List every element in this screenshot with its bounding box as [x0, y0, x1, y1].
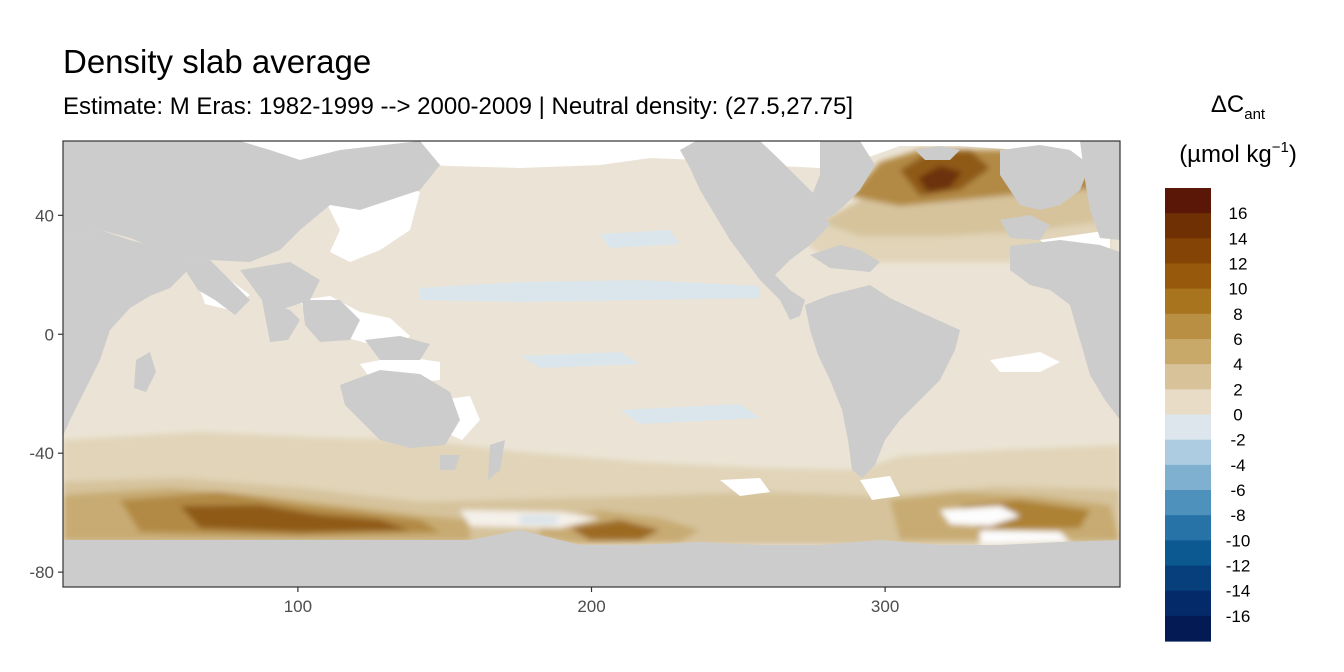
legend-swatch — [1165, 490, 1211, 516]
negative-anomaly-patches — [420, 230, 760, 424]
legend-label: -8 — [1230, 506, 1245, 525]
chart-title: Density slab average — [63, 43, 372, 80]
legend-swatch — [1165, 238, 1211, 265]
legend-swatch — [1165, 313, 1211, 340]
legend-label: -4 — [1230, 456, 1245, 475]
legend-colorbar — [1165, 188, 1211, 642]
y-tick-label: 40 — [35, 206, 54, 225]
map-panel — [63, 141, 1120, 587]
legend-label: 10 — [1229, 280, 1248, 299]
legend-swatch — [1165, 389, 1211, 416]
legend-label: -14 — [1226, 582, 1251, 601]
land-masses — [63, 141, 1120, 587]
legend-title-line1: ΔCant — [1211, 91, 1266, 123]
legend-swatch — [1165, 414, 1211, 441]
legend-label: -16 — [1226, 607, 1251, 626]
legend-label: -2 — [1230, 431, 1245, 450]
legend-label: 14 — [1229, 229, 1248, 248]
legend-label: 8 — [1233, 305, 1242, 324]
y-tick-label: -80 — [29, 563, 54, 582]
x-axis: 100 200 300 — [284, 587, 899, 616]
x-tick-label: 300 — [871, 597, 899, 616]
x-tick-label: 100 — [284, 597, 312, 616]
legend-swatch — [1165, 464, 1211, 491]
y-axis: 40 0 -40 -80 — [29, 206, 63, 582]
legend-swatch — [1165, 339, 1211, 365]
legend-label: 2 — [1233, 380, 1242, 399]
legend-swatch — [1165, 565, 1211, 592]
legend-title-line2: (µmol kg−1) — [1179, 139, 1297, 168]
legend-swatch — [1165, 540, 1211, 567]
y-tick-label: 0 — [45, 325, 54, 344]
legend: ΔCant (µmol kg−1) 16 14 12 10 8 6 4 2 0 -2 -4 -6 -8 -… — [1165, 91, 1297, 642]
legend-label: -12 — [1226, 557, 1251, 576]
legend-swatch — [1165, 615, 1211, 642]
legend-swatch — [1165, 213, 1211, 239]
x-tick-label: 200 — [577, 597, 605, 616]
legend-swatch — [1165, 188, 1211, 214]
legend-label: 4 — [1233, 355, 1242, 374]
legend-labels: 16 14 12 10 8 6 4 2 0 -2 -4 -6 -8 -10 -12 -14 -16 — [1226, 204, 1251, 626]
legend-label: -6 — [1230, 481, 1245, 500]
legend-swatch — [1165, 439, 1211, 466]
legend-swatch — [1165, 288, 1211, 315]
southern-ocean-anomaly — [63, 432, 1120, 545]
chart-subtitle: Estimate: M Eras: 1982-1999 --> 2000-200… — [63, 93, 854, 120]
legend-swatch — [1165, 590, 1211, 617]
legend-label: 16 — [1229, 204, 1248, 223]
legend-swatch — [1165, 263, 1211, 290]
legend-swatch — [1165, 515, 1211, 541]
legend-label: 6 — [1233, 330, 1242, 349]
legend-swatch — [1165, 364, 1211, 390]
y-tick-label: -40 — [29, 444, 54, 463]
legend-label: 12 — [1229, 255, 1248, 274]
legend-label: 0 — [1233, 406, 1242, 425]
legend-label: -10 — [1226, 531, 1251, 550]
